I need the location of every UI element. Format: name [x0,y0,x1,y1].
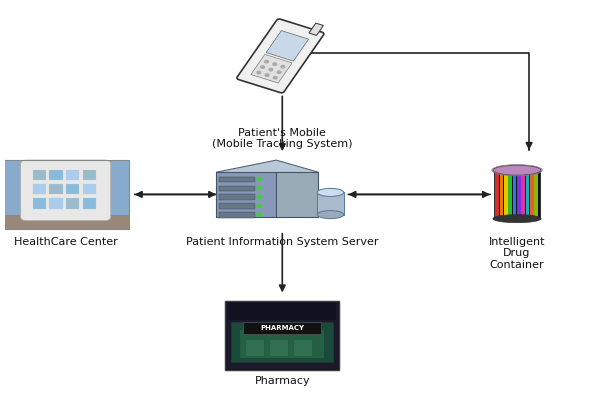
Bar [66,184,80,194]
Bar [500,172,503,217]
Bar [504,172,508,217]
Text: Intelligent
Drug
Container: Intelligent Drug Container [489,237,545,270]
Circle shape [257,186,262,190]
Polygon shape [216,172,276,217]
Circle shape [269,68,272,71]
Circle shape [261,66,264,68]
Bar [317,192,344,215]
Bar [513,172,516,217]
Polygon shape [216,160,319,184]
Bar [225,301,339,370]
Bar [240,330,325,358]
FancyBboxPatch shape [21,160,111,221]
Bar [83,198,96,209]
Ellipse shape [493,165,541,175]
Circle shape [264,60,268,63]
Bar [517,172,521,217]
Circle shape [265,74,269,76]
Bar [243,322,322,334]
Bar [33,184,46,194]
Bar [228,303,336,320]
Bar [508,172,512,217]
Bar [534,172,538,217]
Circle shape [257,71,261,74]
Bar [294,340,313,356]
Bar [496,172,499,217]
Circle shape [274,77,277,79]
Bar [530,172,534,217]
Bar [526,172,530,217]
Bar [2,160,129,229]
Bar [219,203,255,209]
FancyBboxPatch shape [231,322,333,362]
Bar [251,54,292,83]
Circle shape [273,63,277,65]
Text: PHARMACY: PHARMACY [260,325,304,331]
Bar [494,170,540,219]
Text: Pharmacy: Pharmacy [255,376,310,386]
Bar [49,184,63,194]
Polygon shape [276,172,319,217]
Bar [83,170,96,180]
Bar [225,301,339,370]
Bar [66,198,80,209]
Bar [246,340,264,356]
Bar [83,184,96,194]
Ellipse shape [317,188,344,196]
Bar [33,170,46,180]
Bar [66,170,80,180]
Bar [266,31,309,61]
Ellipse shape [317,211,344,219]
FancyBboxPatch shape [309,23,323,35]
Circle shape [257,177,262,181]
Circle shape [257,195,262,198]
Bar [2,160,129,229]
FancyBboxPatch shape [237,19,324,93]
Ellipse shape [493,215,541,223]
Bar [49,198,63,209]
Circle shape [257,204,262,207]
Bar [522,172,525,217]
Text: Patient Information System Server: Patient Information System Server [186,237,379,247]
Bar [219,185,255,191]
Bar [219,177,255,182]
Circle shape [257,213,262,216]
Bar [49,170,63,180]
Bar [219,212,255,218]
Bar [219,194,255,200]
Bar [271,340,288,356]
Text: HealthCare Center: HealthCare Center [14,237,117,247]
Circle shape [277,71,281,73]
Bar [33,198,46,209]
Bar [2,215,129,229]
Text: Patient's Mobile
(Mobile Tracking System): Patient's Mobile (Mobile Tracking System… [212,128,353,149]
Circle shape [281,66,285,68]
